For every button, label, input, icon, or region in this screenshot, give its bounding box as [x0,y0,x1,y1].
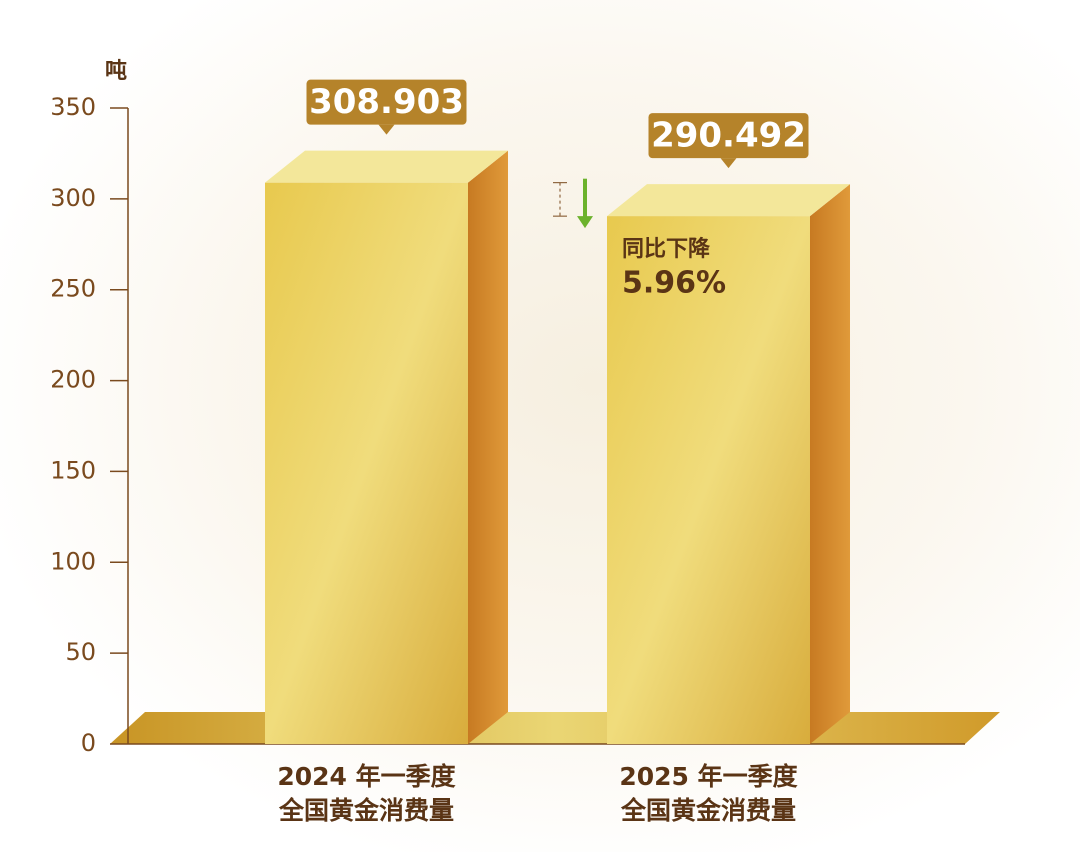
bar-side [468,150,508,744]
y-tick-label: 250 [50,275,96,303]
bar [265,182,468,744]
bar-side [810,184,850,745]
y-tick-label: 350 [50,93,96,121]
y-tick-label: 150 [50,456,96,484]
annotation: 5.96% [622,266,726,301]
y-tick-label: 200 [50,366,96,394]
value-label: 290.492 [651,116,806,156]
bar-top [607,184,850,217]
down-arrow-head [577,216,593,229]
y-tick-label: 100 [50,547,96,575]
x-tick-label: 2025 年一季度 全国黄金消费量 [619,762,798,825]
value-callout [648,113,809,159]
callout-pointer [378,124,395,135]
y-tick-label: 0 [81,729,96,757]
y-tick-label: 50 [65,638,96,666]
value-callout [306,79,467,125]
annotation: 同比下降 [622,237,711,262]
y-axis-label: 吨 [105,59,127,84]
bar-top [265,150,508,183]
floor [110,712,1000,744]
x-tick-label: 2024 年一季度 全国黄金消费量 [277,762,456,825]
bar [607,216,810,745]
y-tick-label: 300 [50,184,96,212]
value-label: 308.903 [309,82,464,122]
callout-pointer [720,158,737,169]
